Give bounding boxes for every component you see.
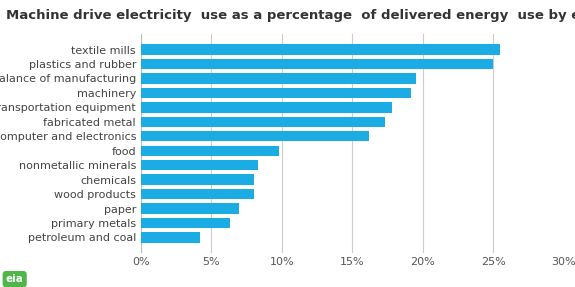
Bar bbox=[141, 88, 411, 98]
Bar bbox=[141, 73, 416, 84]
Bar bbox=[141, 131, 369, 141]
Bar bbox=[141, 59, 493, 69]
Text: Machine drive electricity  use as a percentage  of delivered energy  use by each: Machine drive electricity use as a perce… bbox=[6, 9, 575, 22]
Bar bbox=[141, 203, 240, 214]
Bar bbox=[141, 44, 500, 55]
Bar bbox=[141, 146, 279, 156]
Bar bbox=[141, 218, 229, 228]
Bar bbox=[141, 102, 392, 113]
Text: eia: eia bbox=[6, 274, 24, 284]
Bar bbox=[141, 232, 200, 243]
Bar bbox=[141, 117, 385, 127]
Bar bbox=[141, 160, 258, 170]
Bar bbox=[141, 174, 254, 185]
Bar bbox=[141, 189, 254, 199]
